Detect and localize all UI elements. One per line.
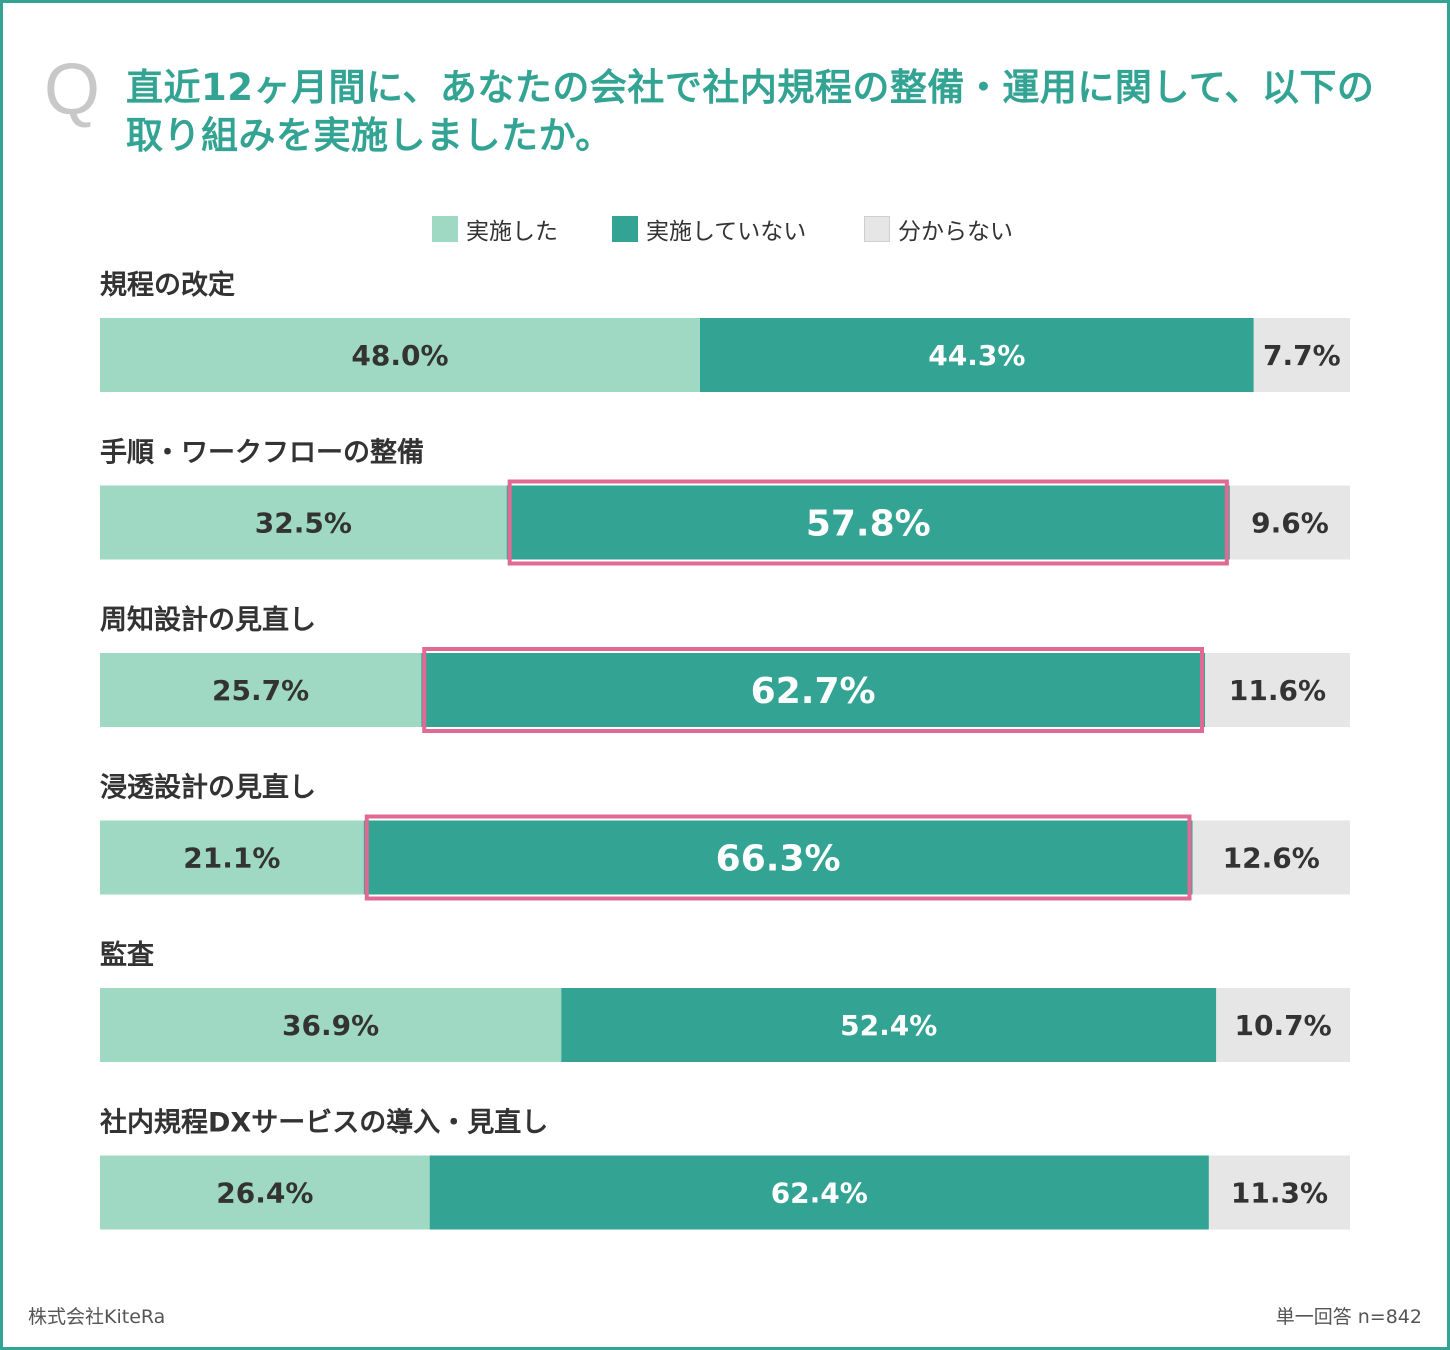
chart-title-line-2: 取り組みを実施しましたか。	[126, 114, 613, 157]
source-credit: 株式会社KiteRa	[28, 1306, 166, 1328]
data-label: 11.6%	[1229, 674, 1326, 707]
data-label: 36.9%	[282, 1009, 379, 1042]
bar-segment	[1216, 988, 1350, 1062]
bar-segment	[363, 820, 1193, 895]
bar-segment	[100, 1155, 430, 1230]
bar-segment	[1208, 1155, 1350, 1230]
category-label: 手順・ワークフローの整備	[100, 437, 424, 469]
legend-label-not-implemented: 実施していない	[646, 219, 807, 245]
bar-segment	[100, 653, 422, 727]
category-label: 社内規程DXサービスの導入・見直し	[100, 1107, 548, 1139]
bar-segment	[100, 820, 364, 895]
legend-label-implemented: 実施した	[466, 219, 558, 245]
data-label: 25.7%	[212, 674, 309, 707]
highlight-border	[507, 479, 1229, 566]
bar-segment	[1205, 653, 1350, 727]
bar-segment	[700, 318, 1254, 392]
data-label: 12.6%	[1223, 842, 1320, 875]
legend: 実施した 実施していない 分からない	[0, 212, 1450, 246]
bar-segment	[421, 653, 1205, 727]
bar-segment	[100, 988, 562, 1062]
category-label: 監査	[100, 940, 154, 971]
bar-segment	[100, 318, 700, 392]
legend-item-unknown: 分からない	[864, 212, 1013, 246]
data-label: 48.0%	[351, 339, 448, 372]
bar-segment	[1253, 318, 1350, 392]
data-label: 10.7%	[1235, 1009, 1332, 1042]
chart-title-line-1: 直近12ヶ月間に、あなたの会社で社内規程の整備・運用に関して、以下の	[126, 66, 1375, 109]
data-label: 21.1%	[183, 842, 280, 875]
data-label: 26.4%	[216, 1177, 313, 1210]
data-label: 66.3%	[716, 839, 841, 880]
bar-segment	[1192, 820, 1350, 895]
legend-swatch-implemented	[432, 216, 458, 242]
data-label: 57.8%	[806, 504, 931, 545]
bar-segment	[1229, 485, 1350, 560]
bar-segment	[506, 485, 1230, 560]
legend-label-unknown: 分からない	[898, 219, 1013, 245]
question-mark: Q	[44, 50, 101, 130]
data-label: 11.3%	[1231, 1177, 1328, 1210]
legend-swatch-unknown	[864, 216, 890, 242]
bar-segment	[100, 485, 507, 560]
category-label: 周知設計の見直し	[100, 604, 316, 636]
legend-item-implemented: 実施した	[432, 212, 558, 246]
category-label: 浸透設計の見直し	[100, 772, 316, 804]
bar-segment	[429, 1155, 1209, 1230]
data-label: 62.4%	[771, 1177, 868, 1210]
data-label: 44.3%	[928, 339, 1025, 372]
bar-segment	[561, 988, 1217, 1062]
category-label: 規程の改定	[100, 269, 235, 301]
legend-swatch-not-implemented	[612, 216, 638, 242]
legend-item-not-implemented: 実施していない	[612, 212, 806, 246]
data-label: 62.7%	[751, 671, 876, 712]
data-label: 9.6%	[1251, 507, 1329, 540]
data-label: 7.7%	[1263, 339, 1341, 372]
sample-note: 単一回答 n=842	[1275, 1306, 1422, 1328]
highlight-border	[422, 647, 1204, 733]
data-label: 52.4%	[840, 1009, 937, 1042]
highlight-border	[364, 814, 1192, 901]
chart-title: 直近12ヶ月間に、あなたの会社で社内規程の整備・運用に関して、以下の 取り組みを…	[126, 64, 1416, 160]
data-label: 32.5%	[255, 507, 352, 540]
